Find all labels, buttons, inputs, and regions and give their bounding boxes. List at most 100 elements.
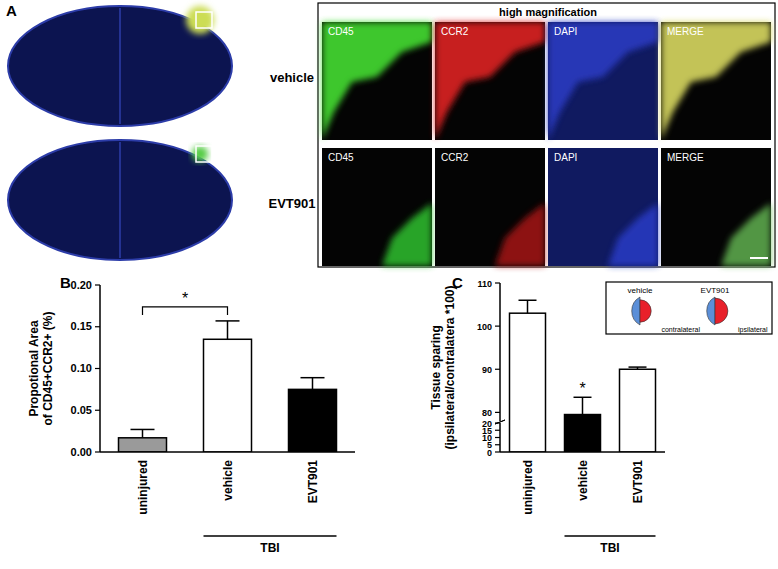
x-tick-label: EVT901 <box>631 460 645 504</box>
y-tick <box>495 412 500 413</box>
micrograph: DAPI <box>548 148 658 266</box>
y-tick-label: 0.00 <box>71 446 92 458</box>
error-cap <box>301 377 325 379</box>
ipsilateral-half <box>715 298 728 324</box>
y-tick-label: 0.15 <box>71 320 92 332</box>
y-tick <box>495 451 500 452</box>
y-label-line: Propotional Area <box>27 320 41 417</box>
error-bar <box>629 367 647 369</box>
error-bar <box>216 321 240 339</box>
contralateral-half <box>632 297 640 325</box>
error-cap <box>131 429 155 431</box>
bar <box>565 415 601 452</box>
x-tick-label: vehicle <box>221 460 235 501</box>
high-mag-title: high magnification <box>499 6 597 18</box>
lesion <box>186 6 214 34</box>
y-label-line: (ipsilateral/contralatera *100) <box>443 285 457 449</box>
row-label: vehicle <box>270 70 314 85</box>
micrograph: MERGE <box>661 148 771 266</box>
y-tick <box>495 437 500 438</box>
figure: Avehicle EVT901 high magnification CD45 CCR2… <box>0 0 778 569</box>
scale-bar <box>22 257 52 259</box>
axis-break <box>495 420 505 424</box>
error-cap <box>216 320 240 322</box>
y-label-line: Tissue sparing <box>429 325 443 409</box>
sig-bracket <box>143 307 228 315</box>
row-label: EVT901 <box>269 196 316 211</box>
micrograph-bg <box>322 148 432 266</box>
micrograph: DAPI <box>548 22 658 140</box>
signal <box>661 22 771 140</box>
micrograph-bg <box>435 148 545 266</box>
group-label: TBI <box>260 541 279 555</box>
signal <box>435 22 545 140</box>
axis-break <box>495 420 505 424</box>
y-label: Propotional Areaof CD45+CCR2+ (%) <box>27 311 55 425</box>
panel-label: A <box>6 2 17 19</box>
contralateral-half <box>707 297 715 325</box>
error-bar <box>301 378 325 390</box>
micrograph: MERGE <box>661 22 771 140</box>
x-tick-label: vehicle <box>576 460 590 501</box>
y-tick <box>495 422 500 423</box>
error-bar <box>131 429 155 437</box>
y-tick <box>495 369 500 370</box>
scale-bar <box>750 257 768 259</box>
x-axis <box>500 451 665 453</box>
channel-label: DAPI <box>554 152 577 163</box>
signal <box>721 203 771 266</box>
brain-section <box>8 6 232 126</box>
error-bar <box>574 397 592 414</box>
chart-0: B Propotional Areaof CD45+CCR2+ (%) 0.00 0.… <box>27 274 355 555</box>
inset: vehicleEVT901contralateralipsilateral <box>606 282 772 334</box>
y-tick-label: 100 <box>477 322 492 332</box>
error-line <box>227 321 229 339</box>
micrograph-bg <box>322 22 432 140</box>
y-tick <box>95 410 100 411</box>
bar <box>204 339 252 452</box>
inset-label: EVT901 <box>701 286 730 295</box>
error-cap <box>519 300 537 302</box>
y-tick-label: 0.10 <box>71 362 92 374</box>
inset-side: ipsilateral <box>738 326 768 334</box>
signal <box>382 203 432 266</box>
zoom-box <box>196 12 212 28</box>
y-tick-label: 20 <box>482 419 492 429</box>
channel-label: MERGE <box>667 152 704 163</box>
y-tick <box>95 284 100 285</box>
signal <box>548 22 658 140</box>
bar <box>289 389 337 452</box>
error-bar <box>519 300 537 313</box>
y-tick <box>495 326 500 327</box>
signal <box>495 203 545 266</box>
error-line <box>142 429 144 437</box>
error-line <box>582 397 584 414</box>
channel-label: CD45 <box>328 152 354 163</box>
micrograph: CD45 <box>322 148 432 266</box>
x-tick-label: EVT901 <box>306 460 320 504</box>
inset-side: contralateral <box>661 326 700 333</box>
midline <box>119 8 121 124</box>
marks <box>119 321 337 452</box>
midline <box>119 142 121 258</box>
brain-section <box>8 140 232 260</box>
brain-area <box>2 2 240 268</box>
high-mag-box <box>318 3 775 267</box>
group-line <box>204 535 337 537</box>
panel-label: B <box>60 274 71 291</box>
micrograph: CD45 <box>322 22 432 140</box>
channel-label: CCR2 <box>441 152 469 163</box>
y-tick <box>95 368 100 369</box>
micrograph: CCR2 <box>435 148 545 266</box>
x-axis <box>100 451 355 453</box>
ipsilateral-half <box>640 300 651 322</box>
y-tick <box>95 451 100 452</box>
inset-box <box>606 282 772 334</box>
micrograph-bg <box>435 22 545 140</box>
error-line <box>527 300 529 313</box>
lesion <box>192 146 208 162</box>
sig-star: * <box>579 380 585 397</box>
micrograph-bg <box>661 22 771 140</box>
error-cap <box>629 366 647 368</box>
micrograph-bg <box>661 148 771 266</box>
